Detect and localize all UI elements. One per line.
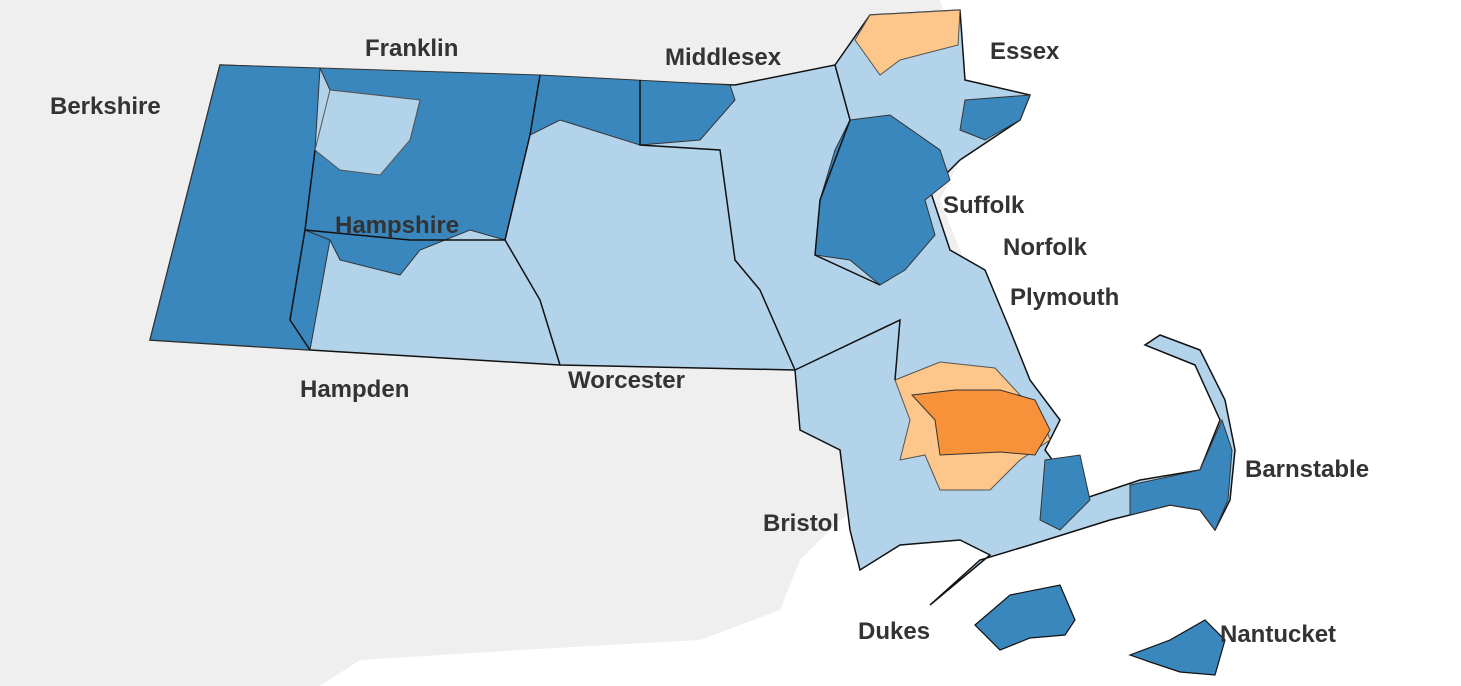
region-plymouth-orange [910,389,1051,456]
county-label-nantucket: Nantucket [1220,621,1337,648]
region-cape-dark [1039,454,1091,531]
region-cape-dark-2 [1129,418,1233,531]
county-label-suffolk: Suffolk [943,192,1025,219]
island-dukes [974,584,1076,651]
county-label-franklin: Franklin [365,35,459,62]
county-label-plymouth: Plymouth [1010,284,1120,311]
county-label-middlesex: Middlesex [665,44,782,71]
county-label-hampshire: Hampshire [335,212,460,239]
county-borders [289,64,901,381]
region-essex-dark [959,94,1031,141]
county-label-norfolk: Norfolk [1003,234,1087,261]
region-essex-orange [854,9,961,76]
county-label-hampden: Hampden [300,376,410,403]
county-label-barnstable: Barnstable [1245,456,1370,483]
island-nantucket [1128,619,1226,676]
county-label-essex: Essex [990,38,1060,65]
county-label-bristol: Bristol [763,510,840,537]
county-label-berkshire: Berkshire [50,93,161,120]
county-label-worcester: Worcester [568,367,685,394]
ocean [320,0,1461,686]
county-label-dukes: Dukes [858,618,931,645]
